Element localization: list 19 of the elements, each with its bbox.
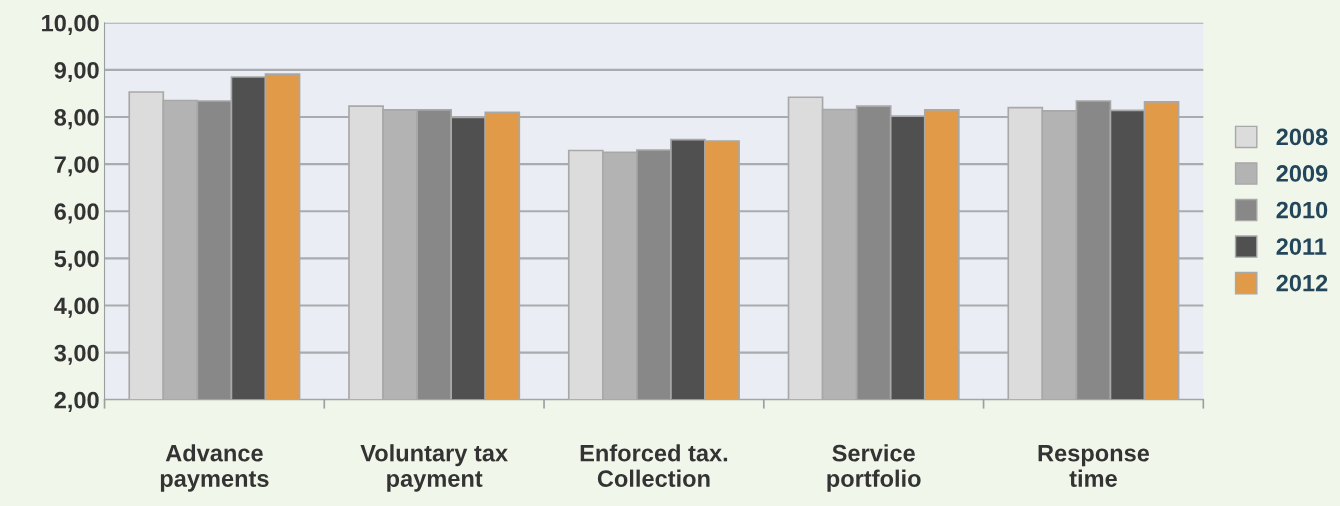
legend-label: 2012: [1276, 274, 1328, 292]
y-tick-label: 5,00: [54, 250, 99, 271]
x-tick-label: Enforced tax. Collection: [580, 444, 728, 487]
y-tick-label: 2,00: [54, 391, 99, 412]
y-tick-label: 6,00: [54, 203, 99, 224]
legend-label: 2011: [1276, 238, 1327, 255]
y-tick-label: 7,00: [54, 156, 99, 177]
y-tick-label: 3,00: [54, 344, 99, 365]
legend-label: 2009: [1276, 165, 1328, 182]
legend-label: 2008: [1276, 128, 1328, 146]
y-tick-label: 4,00: [54, 297, 99, 318]
x-tick-label: Advance payments: [160, 444, 269, 492]
y-tick-label: 8,00: [54, 109, 99, 130]
y-tick-label: 9,00: [54, 61, 99, 83]
legend-label: 2010: [1276, 201, 1328, 219]
x-tick-label: Service portfolio: [827, 444, 921, 492]
x-tick-label: Voluntary tax payment: [360, 444, 508, 492]
x-tick-label: Response time: [1038, 445, 1150, 487]
y-tick-label: 10,00: [42, 14, 99, 35]
